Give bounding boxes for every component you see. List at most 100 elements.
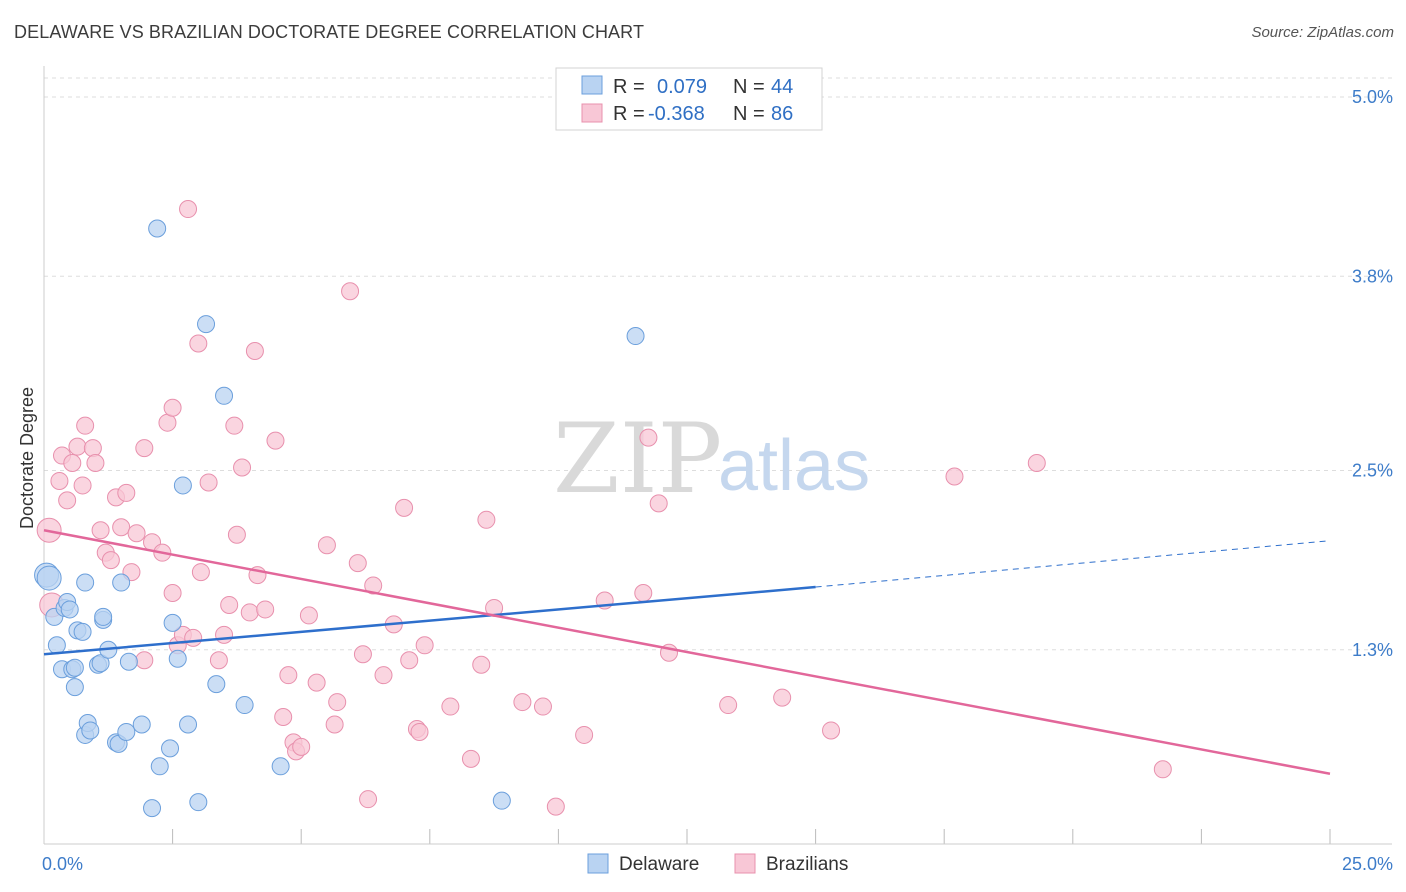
delaware-point-33 [173,476,192,495]
delaware-point-12 [73,622,92,641]
brazilians-point-30 [189,334,208,353]
brazilians-point-82 [822,721,841,740]
legend-r-label-delaware: R = [613,76,645,98]
y-tick-label-1: 2.5% [1352,461,1393,481]
legend-r-label-brazilians: R = [613,103,645,125]
brazilians-point-25 [163,584,182,603]
brazilians-point-51 [317,536,336,555]
delaware-point-30 [161,739,180,758]
brazilians-point-59 [374,666,393,685]
brazilians-point-5 [63,454,82,473]
brazilians-point-50 [307,673,326,692]
delaware-points [34,219,645,818]
brazilians-point-37 [227,525,246,544]
brazilians-point-2 [50,471,69,490]
brazilians-point-81 [773,688,792,707]
brazilians-point-53 [328,693,347,712]
y-tick-label-3: 5.0% [1352,87,1393,107]
delaware-point-20 [94,607,113,626]
brazilians-point-69 [477,510,496,529]
delaware-point-13 [76,573,95,592]
brazilians-point-4 [58,491,77,510]
brazilians-point-42 [256,600,275,619]
brazilians-point-38 [233,458,252,477]
bottom-legend: Delaware Brazilians [587,853,848,875]
brazilians-point-61 [395,498,414,517]
brazilians-point-13 [101,551,120,570]
delaware-point-25 [117,722,136,741]
delaware-point-1 [36,565,62,591]
delaware-point-3 [47,636,66,655]
legend-n-label-brazilians: N = [733,103,765,125]
brazilians-point-33 [209,651,228,670]
delaware-trend-line [43,585,816,656]
brazilians-point-32 [199,473,218,492]
x-axis-ticks [43,829,1331,844]
delaware-point-39 [271,757,290,776]
legend-n-label-delaware: N = [733,76,765,98]
brazilians-point-35 [220,595,239,614]
brazilians-point-8 [76,416,95,435]
delaware-point-38 [235,696,254,715]
delaware-point-26 [119,652,138,671]
brazilians-point-6 [68,437,87,456]
delaware-point-35 [189,793,208,812]
brazilians-point-24 [163,398,182,417]
trend-lines [43,529,1331,776]
watermark-atlas: atlas [718,426,870,506]
brazilians-point-34 [215,625,234,644]
brazilians-point-28 [179,200,198,219]
delaware-point-16 [81,721,100,740]
delaware-point-37 [215,386,234,405]
x-tick-label-min: 0.0% [42,854,83,874]
brazilians-point-29 [184,628,203,647]
brazilians-point-10 [86,454,105,473]
brazilians-point-36 [225,416,244,435]
y-tick-label-2: 3.8% [1352,266,1393,286]
delaware-point-10 [65,678,84,697]
brazilians-point-16 [117,483,136,502]
delaware-point-29 [150,757,169,776]
chart-source: Source: ZipAtlas.com [1251,24,1394,41]
watermark-zip: ZIP [553,403,722,515]
legend-swatch-delaware [581,75,603,95]
y-tick-label-0: 1.3% [1352,640,1393,660]
brazilians-point-15 [112,518,131,537]
x-tick-label-max: 25.0% [1342,854,1393,874]
legend-n-value-delaware: 44 [771,76,793,98]
brazilians-point-58 [364,576,383,595]
delaware-point-34 [179,715,198,734]
brazilians-point-20 [135,439,154,458]
brazilians-point-44 [274,708,293,727]
chart-title: DELAWARE VS BRAZILIAN DOCTORATE DEGREE C… [14,22,645,42]
delaware-point-32 [168,649,187,668]
delaware-point-18 [91,654,110,673]
brazilians-point-73 [546,797,565,816]
brazilians-point-77 [639,428,658,447]
delaware-point-41 [626,327,645,346]
brazilians-point-49 [299,606,318,625]
y-tick-labels: 1.3% 2.5% 3.8% 5.0% [1352,87,1393,660]
brazilians-point-55 [348,554,367,573]
bottom-legend-label-brazilians: Brazilians [766,854,848,875]
brazilians-point-80 [719,696,738,715]
watermark: ZIP atlas [553,403,870,515]
brazilians-point-19 [135,651,154,670]
delaware-point-9 [65,658,84,677]
delaware-point-31 [163,613,182,632]
brazilians-point-39 [240,603,259,622]
brazilians-point-52 [325,715,344,734]
bottom-legend-swatch-brazilians [734,853,756,874]
brazilians-point-23 [158,413,177,432]
brazilians-point-67 [461,749,480,768]
brazilians-point-72 [533,697,552,716]
delaware-point-27 [132,715,151,734]
legend-r-value-delaware: 0.079 [657,76,707,98]
brazilians-point-48 [292,737,311,756]
brazilians-point-40 [245,341,264,360]
delaware-trend-extension [815,540,1331,588]
legend-n-value-brazilians: 86 [771,103,793,125]
legend-swatch-brazilians [581,103,603,123]
brazilians-point-18 [127,524,146,543]
